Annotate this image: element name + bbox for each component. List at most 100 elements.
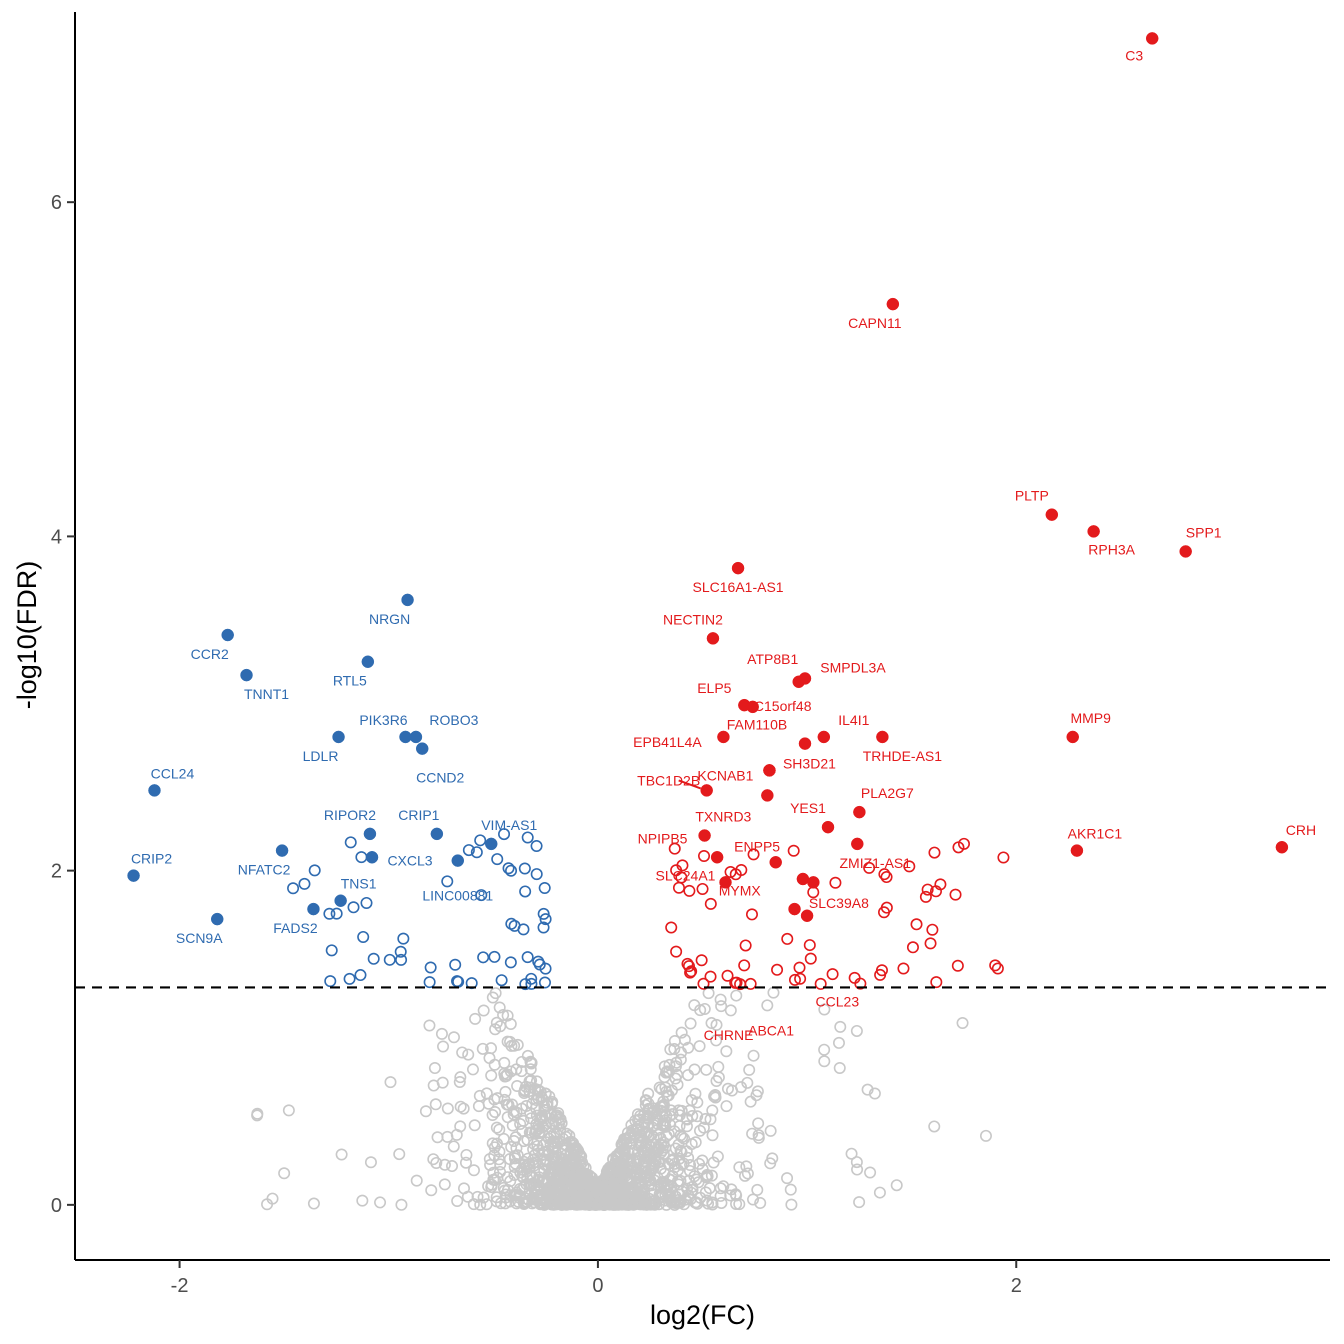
ns-point: [706, 1129, 719, 1142]
ns-point: [460, 1148, 473, 1161]
ns-point: [477, 1004, 490, 1017]
label-leader-line: [678, 779, 702, 790]
point-slc16a1-as1: [731, 561, 745, 575]
ns-point: [550, 1120, 563, 1133]
ns-point: [666, 1153, 679, 1166]
up-sig-point: [924, 937, 937, 950]
point-sh3d21: [763, 764, 776, 777]
ns-point: [700, 1063, 713, 1076]
ns-point: [547, 1135, 560, 1148]
down-sig-point: [505, 864, 518, 877]
point-ccl23: [807, 876, 820, 889]
up-sig-point: [739, 939, 752, 952]
up-sig-point: [698, 849, 711, 862]
ns-point: [523, 1194, 536, 1207]
point-pla2g7: [853, 805, 866, 819]
point-pik3r6: [399, 730, 412, 744]
point-ccr2: [221, 628, 234, 642]
ns-point: [675, 1026, 688, 1039]
points-layer: [127, 32, 1289, 1211]
ns-point: [683, 1164, 696, 1177]
down-sig-point: [538, 881, 551, 894]
ns-point: [664, 1118, 677, 1131]
ns-point: [490, 1121, 503, 1134]
ns-point: [818, 1003, 831, 1016]
ns-point: [454, 1120, 467, 1133]
ns-point: [624, 1191, 637, 1204]
ns-point: [714, 1182, 727, 1195]
up-sig-point: [929, 885, 942, 898]
ns-point: [684, 1017, 697, 1030]
up-sig-point: [928, 846, 941, 859]
ns-point: [665, 1180, 678, 1193]
down-sig-point: [539, 913, 552, 926]
ns-point: [653, 1141, 666, 1154]
gene-label-smpdl3a: SMPDL3A: [820, 659, 886, 675]
gene-label-txnrd3: TXNRD3: [695, 808, 751, 824]
ns-point: [534, 1182, 547, 1195]
ns-point: [476, 1042, 489, 1055]
gene-label-slc16a1-as1: SLC16A1-AS1: [693, 579, 784, 595]
up-sig-point: [897, 962, 910, 975]
ns-point: [410, 1174, 423, 1187]
down-sig-point: [424, 961, 437, 974]
ns-point: [489, 1105, 502, 1118]
gene-label-atp8b1: ATP8B1: [747, 651, 798, 667]
ns-point: [571, 1164, 584, 1177]
ns-point: [529, 1124, 542, 1137]
gene-label-ldlr: LDLR: [303, 748, 339, 764]
up-sig-point: [745, 908, 758, 921]
down-sig-point: [530, 868, 543, 881]
gene-label-pla2g7: PLA2G7: [861, 785, 914, 801]
ns-point: [684, 1159, 697, 1172]
ns-point: [707, 1156, 720, 1169]
ns-point: [675, 1146, 688, 1159]
ns-point: [693, 1040, 706, 1053]
down-sig-point: [347, 901, 360, 914]
ns-point: [868, 1087, 881, 1100]
up-sig-point: [696, 882, 709, 895]
down-sig-point: [518, 862, 531, 875]
down-sig-point: [505, 917, 518, 930]
down-sig-point: [525, 972, 538, 985]
ns-point: [689, 1136, 702, 1149]
ns-point: [643, 1196, 656, 1209]
gene-label-nfatc2: NFATC2: [238, 862, 291, 878]
ns-point: [581, 1188, 594, 1201]
ns-point: [818, 1043, 831, 1056]
up-sig-point: [788, 973, 801, 986]
ns-point: [510, 1106, 523, 1119]
ns-point: [488, 1141, 501, 1154]
up-sig-point: [804, 952, 817, 965]
ns-point: [638, 1162, 651, 1175]
ns-point: [477, 1191, 490, 1204]
ns-point: [441, 1102, 454, 1115]
down-sig-point: [477, 951, 490, 964]
down-sig-point: [360, 896, 373, 909]
point-il4i1: [817, 730, 831, 744]
ns-point: [419, 1105, 432, 1118]
ns-point: [560, 1179, 573, 1192]
ns-point: [561, 1188, 574, 1201]
down-sig-point: [354, 969, 367, 982]
ns-point: [425, 1184, 438, 1197]
ns-point: [764, 1124, 777, 1137]
ns-point: [529, 1148, 542, 1161]
down-sig-point: [491, 853, 504, 866]
point-yes1: [821, 820, 835, 834]
ns-point: [468, 1119, 481, 1132]
ns-point: [467, 1164, 480, 1177]
ns-point: [453, 1076, 466, 1089]
ns-point: [674, 1144, 687, 1157]
ns-point: [447, 1140, 460, 1153]
up-sig-point: [704, 970, 717, 983]
gene-label-spp1: SPP1: [1186, 524, 1222, 540]
gene-label-ccr2: CCR2: [191, 646, 229, 662]
ns-point: [251, 1107, 264, 1120]
ns-point: [474, 1198, 487, 1211]
ns-point: [750, 1089, 763, 1102]
ns-point: [278, 1167, 291, 1180]
down-sig-point: [357, 930, 370, 943]
ns-point: [635, 1196, 648, 1209]
ns-point: [642, 1097, 655, 1110]
